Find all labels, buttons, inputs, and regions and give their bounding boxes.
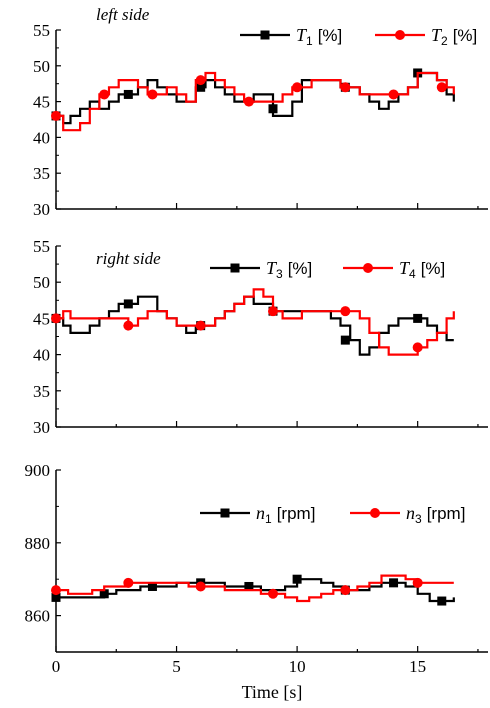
y-tick-label: 55	[33, 237, 50, 256]
series-line	[56, 295, 454, 356]
legend-marker	[370, 508, 380, 518]
data-point	[292, 574, 302, 584]
data-point	[340, 306, 351, 317]
data-point	[340, 82, 351, 93]
legend-marker	[220, 508, 230, 518]
legend-entry: T1 [%]	[240, 25, 342, 48]
y-tick-label: 50	[33, 273, 50, 292]
data-point	[51, 592, 61, 602]
y-tick-label: 880	[25, 534, 51, 553]
y-tick-label: 50	[33, 57, 50, 76]
data-point	[268, 104, 278, 114]
panel-label: right side	[96, 249, 161, 268]
data-point	[340, 585, 351, 596]
data-point	[195, 581, 206, 592]
legend-entry: n3 [rpm]	[350, 503, 465, 526]
legend-entry: T4 [%]	[343, 258, 445, 281]
panel-right-side: 30 35 40 45 50 55 right side T3 [%] T4 [%]	[33, 237, 488, 437]
data-point	[99, 589, 109, 599]
data-point	[436, 82, 447, 93]
data-point	[340, 335, 350, 345]
x-tick-label: 10	[289, 657, 306, 676]
y-tick-label: 860	[25, 607, 51, 626]
y-tick-label: 45	[33, 309, 50, 328]
data-point	[268, 306, 278, 317]
x-tick-label: 5	[172, 657, 181, 676]
data-point	[196, 82, 206, 92]
series-T4	[51, 288, 455, 356]
legend-marker	[395, 30, 405, 40]
legend-marker	[363, 263, 373, 273]
data-point	[147, 89, 158, 100]
series-T2	[51, 71, 455, 132]
panel-left-side: 30 35 40 45 50 55 left side T1 [%] T2 [%]	[33, 5, 488, 219]
data-point	[51, 110, 61, 121]
panel-speed: 860 880 900 0 5 10 15 n1 [rpm] n3 [rpm]	[25, 461, 488, 676]
y-tick-label: 55	[33, 21, 50, 40]
data-point	[123, 577, 134, 588]
legend-label: T4 [%]	[399, 258, 445, 281]
legend-entry: T3 [%]	[210, 258, 312, 281]
series-line	[56, 578, 455, 603]
data-point	[244, 581, 254, 591]
data-point	[123, 299, 133, 309]
series-line	[56, 288, 455, 356]
data-point	[123, 320, 134, 331]
legend-label: T1 [%]	[296, 25, 342, 48]
legend-label: n1 [rpm]	[256, 503, 315, 526]
legend-entry: n1 [rpm]	[200, 503, 315, 526]
legend-marker	[260, 30, 270, 40]
data-point	[195, 75, 206, 86]
y-tick-label: 40	[33, 128, 50, 147]
data-point	[243, 96, 254, 107]
y-tick-label: 40	[33, 346, 50, 365]
x-tick-label: 15	[409, 657, 426, 676]
data-point	[389, 578, 399, 588]
x-axis-label: Time [s]	[242, 682, 303, 702]
y-tick-label: 45	[33, 93, 50, 112]
legend-entry: T2 [%]	[375, 25, 477, 48]
legend-label: T2 [%]	[431, 25, 477, 48]
data-point	[412, 342, 423, 353]
data-point	[51, 585, 61, 596]
data-point	[413, 313, 423, 323]
data-point	[292, 82, 303, 93]
legend-label: n3 [rpm]	[406, 503, 465, 526]
y-tick-label: 30	[33, 200, 50, 219]
y-tick-label: 35	[33, 382, 50, 401]
legend-marker	[230, 263, 240, 273]
data-point	[123, 89, 133, 99]
data-point	[51, 313, 61, 324]
data-point	[147, 581, 157, 591]
data-point	[412, 577, 423, 588]
data-point	[195, 320, 206, 331]
series-n3	[51, 574, 454, 603]
data-point	[437, 596, 447, 606]
x-tick-label: 0	[52, 657, 61, 676]
legend-label: T3 [%]	[266, 258, 312, 281]
data-point	[99, 89, 110, 100]
data-point	[388, 89, 399, 100]
y-tick-label: 35	[33, 164, 50, 183]
series-T3	[51, 295, 454, 356]
data-point	[268, 588, 278, 599]
y-tick-label: 30	[33, 418, 50, 437]
y-tick-label: 900	[25, 461, 51, 480]
panel-label: left side	[96, 5, 150, 24]
